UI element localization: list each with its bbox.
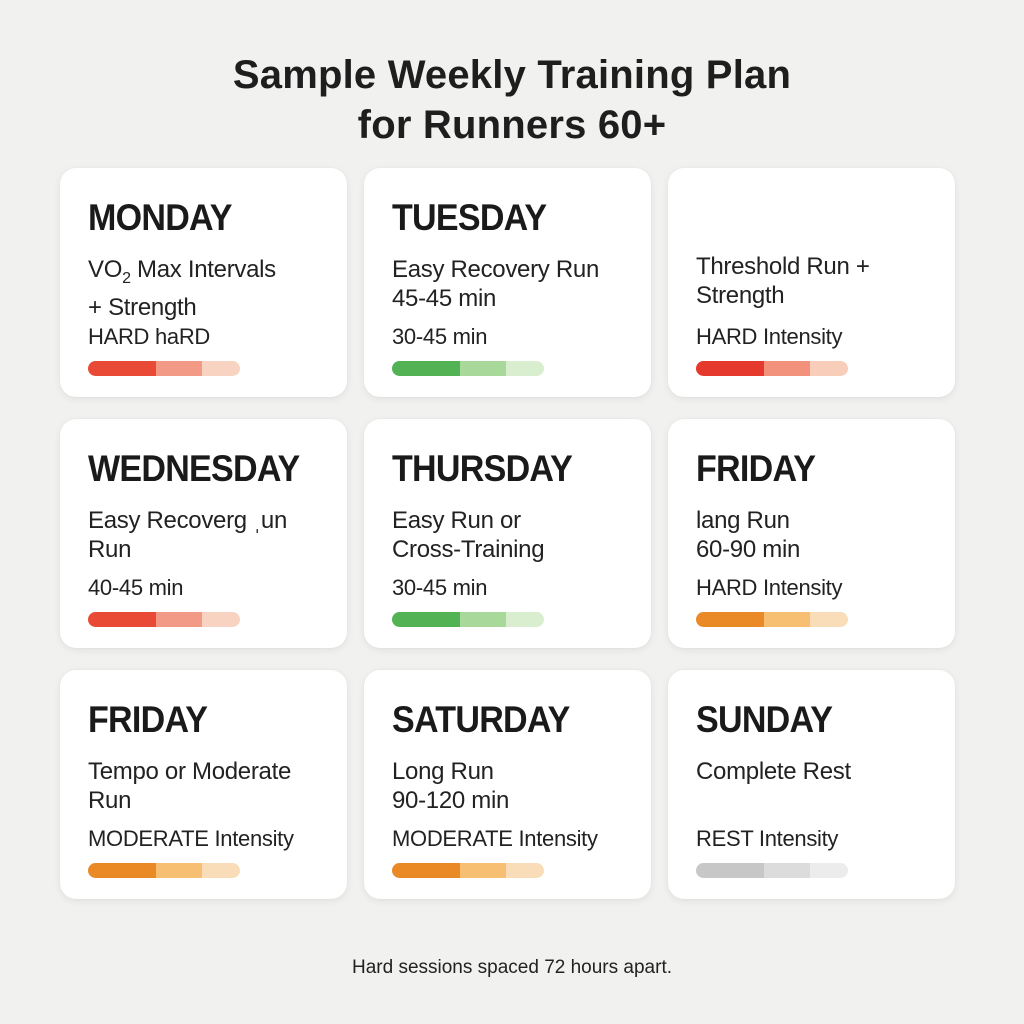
day-heading: SATURDAY	[392, 699, 570, 740]
workout-line1: Easy Run or	[392, 507, 521, 534]
intensity-bar-segment-1	[88, 863, 156, 878]
intensity-bar-segment-2	[764, 361, 810, 376]
workout-line2: Cross-Training	[392, 536, 545, 563]
day-card-friday-long: FRIDAY lang Run 60-90 min HARD Intensity	[668, 419, 955, 648]
intensity-bar-segment-3	[506, 361, 544, 376]
workout-line2: Run	[88, 536, 132, 563]
day-heading: WEDNESDAY	[88, 448, 300, 489]
workout-description: Tempo or Moderate Run	[88, 757, 338, 815]
intensity-bar-segment-2	[460, 863, 506, 878]
duration-label: 30-45 min	[392, 575, 488, 600]
workout-line2: Strength	[696, 282, 785, 309]
intensity-bar-segment-1	[696, 863, 764, 878]
workout-line2: 45-45 min	[392, 285, 497, 312]
day-heading: FRIDAY	[88, 699, 208, 740]
intensity-label: REST Intensity	[696, 826, 839, 851]
training-grid: MONDAY VO2 Max Intervals + Strength HARD…	[60, 168, 955, 899]
workout-line1: Easy Recoverg ˌun	[88, 507, 287, 534]
intensity-bar-segment-1	[88, 612, 156, 627]
workout-description: Threshold Run + Strength	[696, 252, 946, 310]
intensity-bar-segment-3	[810, 612, 848, 627]
workout-line1: Threshold Run +	[696, 253, 870, 280]
day-card-monday: MONDAY VO2 Max Intervals + Strength HARD…	[60, 168, 347, 397]
intensity-bar-segment-1	[392, 863, 460, 878]
duration-label: 30-45 min	[392, 324, 488, 349]
workout-description: Easy Recovery Run 45-45 min	[392, 255, 642, 313]
workout-description: Easy Run or Cross-Training	[392, 506, 642, 564]
intensity-bar-segment-1	[696, 361, 764, 376]
intensity-bar	[88, 612, 240, 627]
intensity-bar-segment-2	[764, 863, 810, 878]
day-card-wednesday: WEDNESDAY Easy Recoverg ˌun Run 40-45 mi…	[60, 419, 347, 648]
workout-description: Easy Recoverg ˌun Run	[88, 506, 338, 564]
intensity-label: HARD haRD	[88, 324, 210, 349]
workout-line1: Long Run	[392, 758, 494, 785]
intensity-label: MODERATE Intensity	[88, 826, 294, 851]
workout-line1: lang Run	[696, 507, 790, 534]
intensity-bar	[392, 863, 544, 878]
intensity-bar-segment-2	[156, 361, 202, 376]
intensity-bar-segment-3	[202, 361, 240, 376]
workout-description: lang Run 60-90 min	[696, 506, 946, 564]
workout-description: Complete Rest	[696, 757, 946, 786]
intensity-bar-segment-1	[392, 612, 460, 627]
intensity-bar	[696, 361, 848, 376]
intensity-bar	[88, 863, 240, 878]
intensity-bar	[392, 361, 544, 376]
day-card-threshold: Threshold Run + Strength HARD Intensity	[668, 168, 955, 397]
workout-description: Long Run 90-120 min	[392, 757, 642, 815]
day-card-saturday: SATURDAY Long Run 90-120 min MODERATE In…	[364, 670, 651, 899]
workout-line2: 60-90 min	[696, 536, 801, 563]
workout-line2: 90-120 min	[392, 787, 510, 814]
duration-label: 40-45 min	[88, 575, 184, 600]
intensity-bar-segment-3	[810, 361, 848, 376]
workout-line1: Complete Rest	[696, 758, 851, 785]
workout-line1: Tempo or Moderate	[88, 758, 292, 785]
intensity-bar-segment-3	[810, 863, 848, 878]
intensity-bar-segment-3	[202, 612, 240, 627]
day-heading: FRIDAY	[696, 448, 816, 489]
day-heading: THURSDAY	[392, 448, 573, 489]
intensity-bar-segment-2	[460, 612, 506, 627]
day-heading: TUESDAY	[392, 197, 547, 238]
intensity-bar	[392, 612, 544, 627]
intensity-bar-segment-1	[392, 361, 460, 376]
intensity-bar-segment-2	[764, 612, 810, 627]
intensity-label: HARD Intensity	[696, 575, 843, 600]
intensity-bar	[696, 612, 848, 627]
intensity-bar-segment-3	[506, 612, 544, 627]
intensity-bar-segment-3	[506, 863, 544, 878]
intensity-bar-segment-1	[88, 361, 156, 376]
intensity-bar	[88, 361, 240, 376]
day-heading: MONDAY	[88, 197, 232, 238]
intensity-bar	[696, 863, 848, 878]
day-heading: SUNDAY	[696, 699, 833, 740]
workout-line2: + Strength	[88, 293, 197, 321]
day-card-tuesday: TUESDAY Easy Recovery Run 45-45 min 30-4…	[364, 168, 651, 397]
intensity-bar-segment-3	[202, 863, 240, 878]
intensity-bar-segment-2	[156, 612, 202, 627]
page-title-line1: Sample Weekly Training Plan	[232, 53, 792, 97]
day-card-friday-tempo: FRIDAY Tempo or Moderate Run MODERATE In…	[60, 670, 347, 899]
workout-line1: VO2 Max Intervals	[88, 256, 276, 287]
workout-description: VO2 Max Intervals + Strength	[88, 255, 338, 322]
page-title-line2: for Runners 60+	[357, 103, 667, 147]
intensity-bar-segment-1	[696, 612, 764, 627]
day-card-sunday: SUNDAY Complete Rest REST Intensity	[668, 670, 955, 899]
intensity-label: MODERATE Intensity	[392, 826, 598, 851]
footer-note: Hard sessions spaced 72 hours apart.	[351, 957, 672, 978]
intensity-bar-segment-2	[460, 361, 506, 376]
page-title: Sample Weekly Training Plan for Runners …	[0, 50, 1024, 150]
workout-line1: Easy Recovery Run	[392, 256, 599, 283]
intensity-bar-segment-2	[156, 863, 202, 878]
intensity-label: HARD Intensity	[696, 324, 843, 349]
day-card-thursday: THURSDAY Easy Run or Cross-Training 30-4…	[364, 419, 651, 648]
workout-line2: Run	[88, 787, 132, 814]
